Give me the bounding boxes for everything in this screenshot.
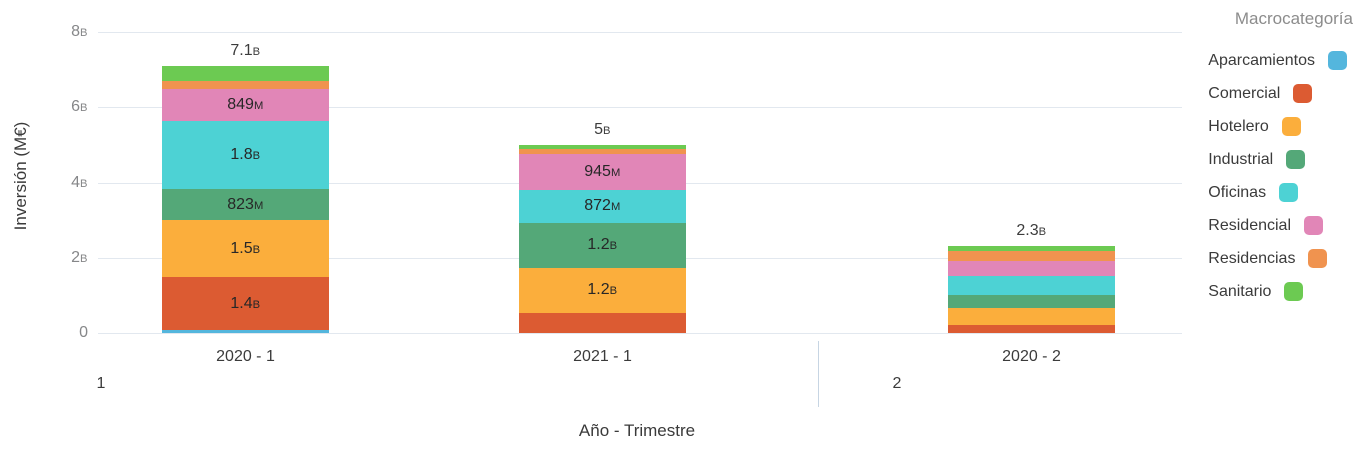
bar-2021-1-segment-residencial[interactable]: 945M <box>519 154 686 190</box>
bar-2021-1-segment-sanitario[interactable] <box>519 144 686 149</box>
segment-value-label: 823M <box>227 195 264 213</box>
y-axis-title: Inversión (M€) <box>11 121 30 231</box>
bar-2021-1-segment-hotelero[interactable]: 1.2B <box>519 267 686 313</box>
unit-suffix: B <box>602 124 611 137</box>
segment-value-label: 1.8B <box>230 145 261 163</box>
unit-suffix: B <box>252 243 261 256</box>
legend-item-oficinas[interactable]: Oficinas <box>1208 176 1353 209</box>
legend-color-swatch <box>1281 117 1301 136</box>
segment-value-label: 1.2B <box>587 236 618 254</box>
bar-2020-2-segment-sanitario[interactable] <box>948 246 1115 252</box>
legend-item-label: Oficinas <box>1208 183 1267 201</box>
y-tick-label-6b: 6B <box>71 98 88 116</box>
y-tick-label-0: 0 <box>79 324 88 341</box>
unit-suffix: B <box>252 45 261 58</box>
x-tick-label-2020-2: 2020 - 2 <box>1002 348 1061 365</box>
bar-2020-1-segment-sanitario[interactable] <box>162 65 329 82</box>
bar-2020-2-segment-residencias[interactable] <box>948 251 1115 261</box>
y-tick-label-4b: 4B <box>71 173 88 191</box>
bar-2020-2-segment-residencial[interactable] <box>948 260 1115 276</box>
bar-2021-1-segment-comercial[interactable] <box>519 312 686 333</box>
bar-total-label-2020-1: 7.1B <box>230 41 261 59</box>
legend-item-label: Aparcamientos <box>1208 51 1315 69</box>
unit-suffix: B <box>252 149 261 162</box>
legend-item-residencial[interactable]: Residencial <box>1208 209 1353 242</box>
bar-2021-1-segment-residencias[interactable] <box>519 148 686 155</box>
y-tick-label-2b: 2B <box>71 248 88 266</box>
legend: Macrocategoría Aparcamientos Comercial Hot… <box>1208 9 1353 308</box>
bar-total-label-2020-2: 2.3B <box>1016 222 1047 240</box>
legend-title: Macrocategoría <box>1234 9 1353 28</box>
unit-suffix: B <box>1038 226 1047 239</box>
bar-2020-1-segment-residencial[interactable]: 849M <box>162 88 329 121</box>
legend-items: Aparcamientos Comercial Hotelero Industrial… <box>1208 44 1353 308</box>
legend-item-sanitario[interactable]: Sanitario <box>1208 275 1353 308</box>
legend-item-hotelero[interactable]: Hotelero <box>1208 110 1353 143</box>
bar-2020-1-segment-hotelero[interactable]: 1.5B <box>162 220 329 277</box>
segment-value-label: 945M <box>584 163 621 181</box>
unit-suffix: M <box>610 167 621 180</box>
legend-color-swatch <box>1279 183 1299 202</box>
gridline-0 <box>98 333 1182 334</box>
segment-value-label: 1.5B <box>230 239 261 257</box>
bar-2020-1-segment-comercial[interactable]: 1.4B <box>162 276 329 331</box>
legend-item-label: Sanitario <box>1208 282 1272 300</box>
segment-value-label: 872M <box>584 197 621 215</box>
legend-color-swatch <box>1304 216 1323 235</box>
unit-suffix: M <box>253 199 264 212</box>
unit-suffix: B <box>80 177 88 190</box>
y-tick-label-8b: 8B <box>71 23 88 40</box>
legend-item-residencias[interactable]: Residencias <box>1208 242 1353 275</box>
bar-2021-1-segment-oficinas[interactable]: 872M <box>519 189 686 223</box>
unit-suffix: B <box>80 102 88 115</box>
legend-color-swatch <box>1293 84 1313 103</box>
bar-2020-2-segment-oficinas[interactable] <box>948 275 1115 295</box>
x-axis-group-divider <box>818 341 819 407</box>
bar-2020-1-segment-residencias[interactable] <box>162 81 329 89</box>
unit-suffix: B <box>80 252 88 265</box>
unit-suffix: B <box>609 240 618 253</box>
bar-2020-2-segment-comercial[interactable] <box>948 325 1115 333</box>
legend-color-swatch <box>1328 51 1347 70</box>
unit-suffix: B <box>80 27 88 39</box>
unit-suffix: B <box>609 285 618 298</box>
legend-item-label: Industrial <box>1208 150 1274 168</box>
bar-2020-2-segment-hotelero[interactable] <box>948 307 1115 326</box>
group-label-2: 2 <box>892 375 902 392</box>
legend-item-industrial[interactable]: Industrial <box>1208 143 1353 176</box>
legend-color-swatch <box>1286 150 1306 169</box>
gridline-8b <box>98 32 1182 33</box>
bar-2021-1-segment-industrial[interactable]: 1.2B <box>519 222 686 268</box>
legend-item-label: Hotelero <box>1208 117 1269 135</box>
legend-color-swatch <box>1284 282 1304 301</box>
legend-item-label: Residencial <box>1208 216 1291 234</box>
group-label-1: 1 <box>96 375 106 392</box>
bar-2020-2-segment-industrial[interactable] <box>948 294 1115 308</box>
legend-color-swatch <box>1308 249 1328 268</box>
segment-value-label: 849M <box>227 95 264 113</box>
x-axis-title: Año - Trimestre <box>578 421 696 440</box>
bar-2020-1-segment-aparcamientos[interactable] <box>162 330 329 333</box>
unit-suffix: B <box>252 298 261 311</box>
legend-item-label: Comercial <box>1208 84 1281 102</box>
bar-total-label-2021-1: 5B <box>594 120 611 138</box>
legend-item-comercial[interactable]: Comercial <box>1208 77 1353 110</box>
unit-suffix: M <box>253 99 264 112</box>
bar-2020-1-segment-industrial[interactable]: 823M <box>162 189 329 221</box>
x-tick-label-2021-1: 2021 - 1 <box>573 348 632 365</box>
segment-value-label: 1.2B <box>587 281 618 299</box>
x-tick-label-2020-1: 2020 - 1 <box>216 348 275 365</box>
segment-value-label: 1.4B <box>230 294 261 312</box>
legend-item-label: Residencias <box>1208 249 1296 267</box>
gridline-6b <box>98 107 1182 109</box>
unit-suffix: M <box>610 201 621 214</box>
legend-item-aparcamientos[interactable]: Aparcamientos <box>1208 44 1353 77</box>
bar-2020-1-segment-oficinas[interactable]: 1.8B <box>162 120 329 190</box>
